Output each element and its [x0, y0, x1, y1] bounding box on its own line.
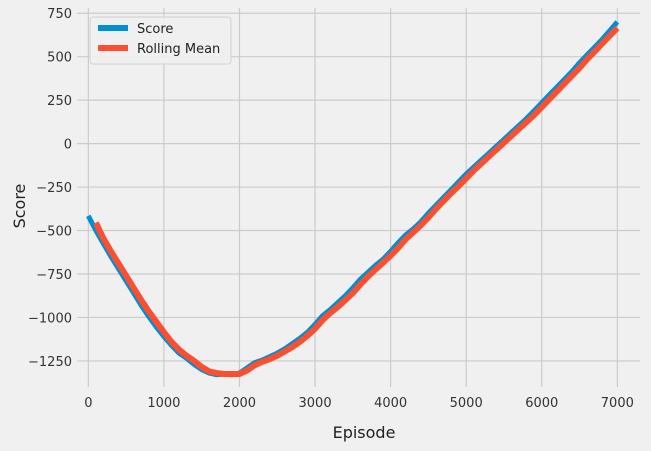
- x-tick-label: 6000: [525, 396, 558, 411]
- x-tick-label: 1000: [147, 396, 180, 411]
- y-tick-label: −1000: [28, 311, 72, 326]
- x-tick-label: 3000: [299, 396, 332, 411]
- x-axis-label: Episode: [333, 423, 396, 442]
- y-tick-label: −250: [36, 181, 72, 196]
- y-tick-label: −1250: [28, 355, 72, 370]
- y-axis-label: Score: [10, 184, 29, 229]
- tick-labels: 0 1000 2000 3000 4000 5000 6000 7000−1250−1000−…: [28, 7, 634, 411]
- x-tick-label: 0: [84, 396, 92, 411]
- y-tick-label: 750: [47, 7, 72, 22]
- x-tick-label: 5000: [450, 396, 483, 411]
- x-tick-label: 4000: [374, 396, 407, 411]
- x-tick-label: 2000: [223, 396, 256, 411]
- x-tick-label: 7000: [601, 396, 634, 411]
- y-tick-label: 250: [47, 94, 72, 109]
- legend-label-rolling-mean: Rolling Mean: [137, 42, 220, 57]
- series-lines: [86, 20, 620, 378]
- y-tick-label: 0: [64, 138, 72, 153]
- y-tick-label: −750: [36, 268, 72, 283]
- grid-lines: [77, 8, 640, 387]
- legend: Score Rolling Mean: [89, 16, 232, 65]
- y-tick-label: 500: [47, 51, 72, 66]
- y-tick-label: −500: [36, 225, 72, 240]
- legend-label-score: Score: [137, 22, 173, 37]
- series-line-rolling-mean: [93, 25, 620, 377]
